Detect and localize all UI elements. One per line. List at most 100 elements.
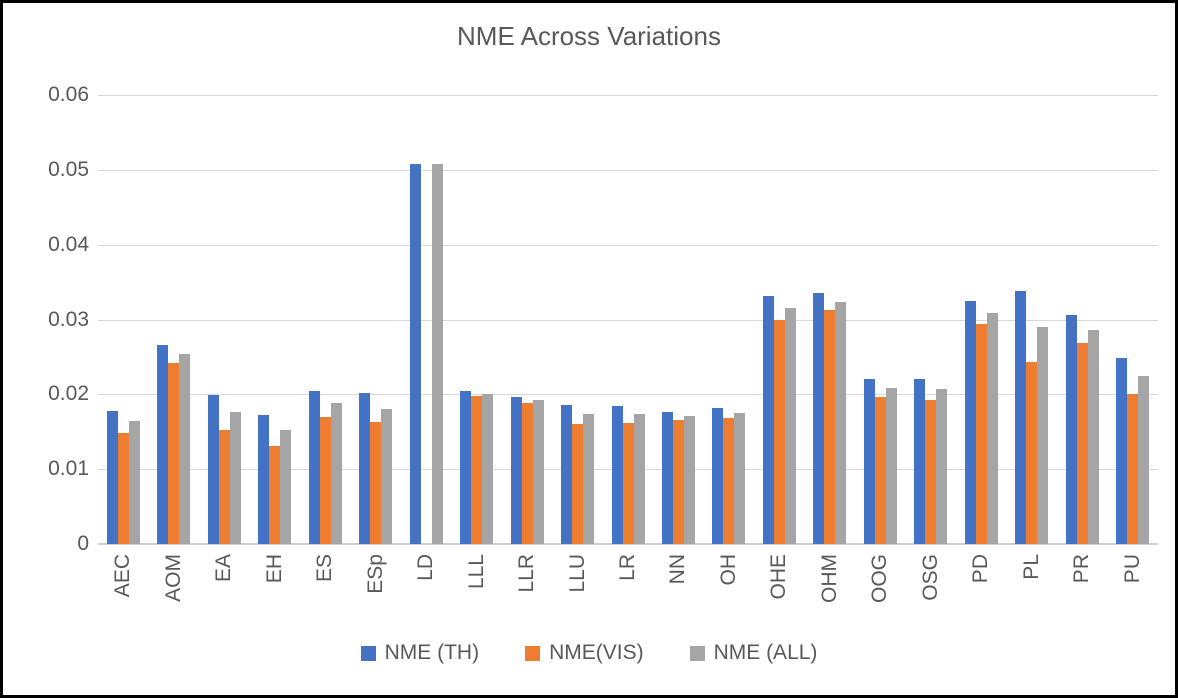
bar-NN-nmeth	[661, 412, 673, 544]
legend-item-nmeall: NME (ALL)	[689, 641, 818, 665]
bar-OHM-nmevis	[824, 309, 836, 544]
bar-PD-nmeall	[986, 312, 998, 544]
bar-OOG-nmevis	[874, 397, 886, 544]
x-axis-label-ES: ES	[313, 554, 337, 583]
legend-swatch-icon	[360, 645, 376, 661]
bar-LLR-nmevis	[521, 402, 533, 544]
bar-LLR-nmeth	[510, 397, 522, 544]
x-axis-label-ESp: ESp	[363, 554, 387, 594]
bar-OH-nmevis	[723, 418, 735, 544]
y-tick-label-0.01: 0.01	[48, 457, 89, 481]
y-tick-label-0.03: 0.03	[48, 307, 89, 331]
bar-ESp-nmevis	[370, 422, 382, 544]
bar-OSG-nmeth	[914, 379, 926, 544]
bar-PU-nmeall	[1138, 375, 1150, 544]
gridline-0.06	[98, 95, 1158, 96]
x-axis-label-PU: PU	[1120, 554, 1144, 584]
gridline-0.04	[98, 244, 1158, 246]
bar-PL-nmeall	[1037, 326, 1049, 544]
y-tick-label-0: 0	[77, 532, 89, 555]
legend-label: NME (TH)	[384, 641, 480, 664]
gridline-0.02	[98, 394, 1158, 396]
bar-EA-nmevis	[218, 430, 230, 544]
x-axis-label-EH: EH	[262, 554, 286, 584]
bar-OOG-nmeall	[885, 388, 897, 544]
bar-PR-nmeall	[1087, 329, 1099, 544]
bar-LLU-nmeth	[561, 404, 573, 544]
legend-label: NME (ALL)	[713, 641, 818, 664]
bar-PU-nmevis	[1127, 393, 1139, 544]
bar-OSG-nmeall	[936, 389, 948, 544]
bar-AEC-nmeall	[128, 421, 140, 544]
bar-EH-nmeall	[280, 430, 292, 544]
legend-label: NME(VIS)	[549, 641, 644, 664]
bar-OHE-nmevis	[773, 319, 785, 544]
bar-LLU-nmevis	[572, 423, 584, 544]
bar-OH-nmeth	[712, 407, 724, 544]
bar-LD-nmeall	[431, 163, 443, 544]
x-axis-label-LD: LD	[414, 554, 438, 581]
y-tick-label-0.04: 0.04	[48, 232, 89, 256]
x-axis-label-AOM: AOM	[161, 554, 185, 602]
bar-PR-nmeth	[1065, 315, 1077, 544]
bar-LR-nmeall	[633, 413, 645, 544]
x-axis-label-OHE: OHE	[767, 554, 791, 600]
x-axis-label-PR: PR	[1070, 554, 1094, 584]
y-tick-label-0.05: 0.05	[48, 157, 89, 181]
x-axis-label-OHM: OHM	[817, 554, 841, 603]
bar-ESp-nmeth	[359, 392, 371, 544]
x-axis-label-OSG: OSG	[918, 554, 942, 601]
bar-PL-nmevis	[1026, 362, 1038, 544]
bar-ES-nmevis	[319, 416, 331, 544]
x-axis-label-LR: LR	[616, 554, 639, 581]
bar-NN-nmeall	[683, 416, 695, 544]
bar-PD-nmeth	[964, 300, 976, 544]
bar-ESp-nmeall	[381, 408, 393, 544]
x-axis-label-OH: OH	[716, 554, 740, 586]
x-axis-label-EA: EA	[212, 554, 236, 583]
x-axis-label-LLL: LLL	[464, 554, 488, 590]
bar-LLL-nmevis	[471, 395, 483, 544]
bar-LLR-nmeall	[532, 399, 544, 544]
bar-OHM-nmeall	[835, 301, 847, 544]
x-axis-label-AEC: AEC	[111, 554, 135, 598]
bar-OHE-nmeall	[784, 307, 796, 544]
bar-PD-nmevis	[975, 323, 987, 544]
bar-NN-nmevis	[672, 419, 684, 544]
y-tick-label-0.02: 0.02	[48, 382, 89, 406]
bar-LLL-nmeth	[460, 390, 472, 544]
bar-EH-nmevis	[269, 445, 281, 544]
bar-OH-nmeall	[734, 413, 746, 544]
legend: NME (TH) NME(VIS) NME (ALL)	[3, 641, 1175, 665]
bar-ES-nmeth	[308, 390, 320, 544]
bar-PL-nmeth	[1015, 291, 1027, 544]
bar-EA-nmeall	[229, 412, 241, 544]
x-axis-label-OOG: OOG	[868, 554, 892, 604]
bar-EA-nmeth	[207, 395, 219, 544]
bar-OSG-nmevis	[925, 399, 937, 544]
bar-PR-nmevis	[1076, 343, 1088, 544]
x-axis-line	[98, 543, 1158, 545]
gridline-0.05	[98, 169, 1158, 171]
legend-item-nmeth: NME (TH)	[360, 641, 480, 665]
bar-PU-nmeth	[1116, 358, 1128, 544]
bar-LLU-nmeall	[583, 413, 595, 544]
x-axis-label-LLR: LLR	[515, 554, 539, 593]
x-axis-label-PD: PD	[969, 554, 993, 584]
x-axis-label-PL: PL	[1019, 554, 1043, 580]
legend-swatch-icon	[689, 645, 705, 661]
bar-AEC-nmevis	[117, 433, 129, 544]
bar-ES-nmeall	[330, 403, 342, 544]
bar-OOG-nmeth	[863, 378, 875, 544]
bar-LLL-nmeall	[482, 393, 494, 544]
y-tick-label-0.06: 0.06	[48, 83, 89, 106]
x-axis-label-NN: NN	[666, 554, 690, 585]
gridline-0.03	[98, 319, 1158, 321]
bar-AOM-nmeall	[179, 353, 191, 544]
bar-AOM-nmevis	[168, 362, 180, 544]
bar-LR-nmevis	[622, 422, 634, 544]
bar-LD-nmeth	[409, 163, 421, 544]
bar-OHM-nmeth	[813, 293, 825, 544]
bar-AEC-nmeth	[106, 410, 118, 544]
bar-AOM-nmeth	[157, 344, 169, 544]
